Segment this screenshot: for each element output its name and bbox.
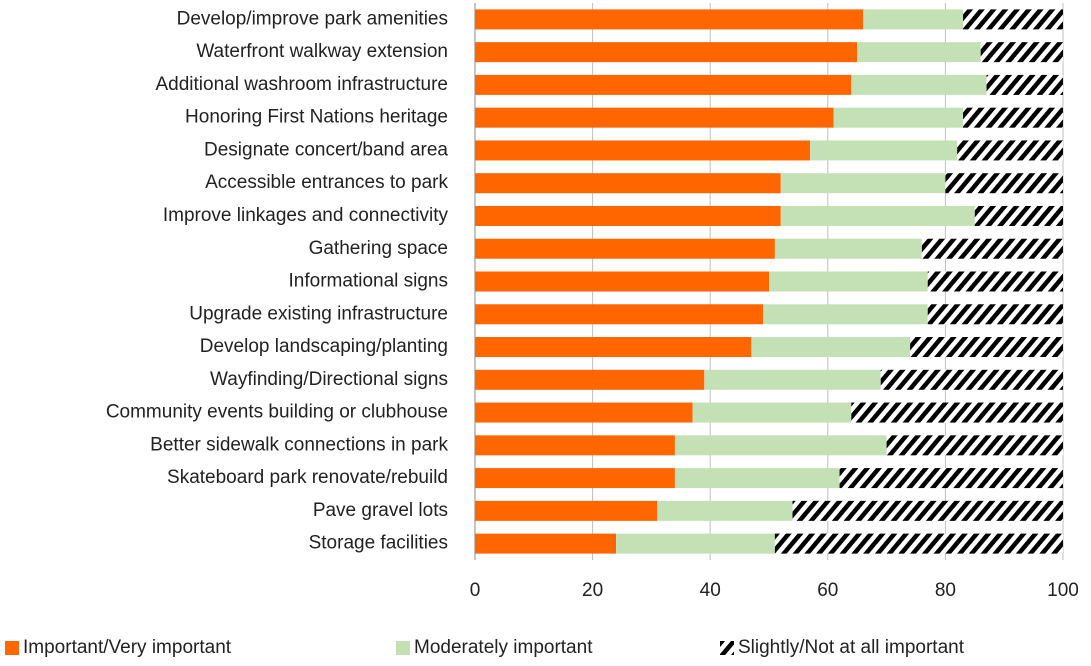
bar-segment: [851, 74, 987, 95]
bar-segment: [863, 9, 964, 30]
legend-swatch: [396, 641, 410, 655]
bar-segment: [704, 369, 881, 390]
bar-segment: [475, 173, 781, 194]
x-tick-label: 80: [935, 580, 956, 601]
bar-segment: [475, 271, 769, 292]
bar-segment: [974, 205, 1063, 226]
bar-segment: [475, 205, 781, 226]
bar-segment: [986, 74, 1063, 95]
bar-segment: [657, 500, 793, 521]
bar-segment: [475, 238, 775, 259]
bar-segment: [774, 533, 1063, 554]
legend-swatch: [5, 641, 19, 655]
bar-segment: [475, 42, 858, 63]
x-tick-label: 0: [470, 580, 481, 601]
y-tick-label: Honoring First Nations heritage: [185, 107, 448, 128]
bar-segment: [927, 304, 1063, 325]
bar-segment: [674, 435, 887, 456]
bar-segment: [980, 42, 1063, 63]
x-tick-label: 20: [582, 580, 603, 601]
x-tick-label: 40: [700, 580, 721, 601]
y-tick-label: Improve linkages and connectivity: [163, 205, 449, 226]
legend-label: Important/Very important: [23, 637, 232, 658]
bar-segment: [475, 107, 834, 128]
bar-segment: [910, 337, 1063, 358]
bar-segment: [780, 173, 946, 194]
bar-segment: [475, 435, 675, 456]
bar-segment: [963, 107, 1063, 128]
bar-segment: [957, 140, 1063, 161]
bar-segment: [839, 468, 1063, 489]
bar-segment: [475, 468, 675, 489]
y-tick-label: Accessible entrances to park: [205, 172, 448, 193]
bar-segment: [763, 304, 928, 325]
bar-segment: [674, 468, 840, 489]
bar-segment: [780, 205, 975, 226]
bar-segment: [927, 271, 1063, 292]
y-tick-label: Better sidewalk connections in park: [150, 434, 448, 455]
y-tick-label: Community events building or clubhouse: [106, 402, 448, 423]
bar-segment: [475, 369, 705, 390]
y-tick-label: Skateboard park renovate/rebuild: [167, 467, 448, 488]
y-tick-label: Upgrade existing infrastructure: [189, 303, 448, 324]
y-tick-label: Develop/improve park amenities: [177, 8, 448, 29]
x-tick-label: 60: [817, 580, 838, 601]
bar-segment: [774, 238, 922, 259]
legend-label: Slightly/Not at all important: [738, 637, 965, 658]
bar-segment: [792, 500, 1063, 521]
bar-segment: [833, 107, 964, 128]
y-tick-label: Designate concert/band area: [204, 139, 448, 160]
bar-segment: [475, 500, 658, 521]
bar-segment: [857, 42, 981, 63]
x-tick-label: 100: [1047, 580, 1079, 601]
bar-segment: [880, 369, 1063, 390]
bar-segment: [769, 271, 928, 292]
bar-segment: [475, 304, 764, 325]
bar-segment: [886, 435, 1063, 456]
y-tick-label: Waterfront walkway extension: [196, 41, 448, 62]
bar-segment: [475, 9, 864, 30]
bar-segment: [945, 173, 1063, 194]
y-tick-label: Storage facilities: [309, 533, 448, 554]
bar-segment: [810, 140, 958, 161]
bar-segment: [475, 337, 752, 358]
bar-segment: [475, 74, 852, 95]
bar-segment: [475, 402, 693, 423]
bar-segment: [963, 9, 1063, 30]
y-tick-label: Develop landscaping/planting: [200, 336, 448, 357]
bar-segment: [616, 533, 775, 554]
bar-segment: [751, 337, 911, 358]
y-tick-label: Informational signs: [289, 271, 448, 292]
legend-label: Moderately important: [414, 637, 593, 658]
bar-segment: [475, 533, 617, 554]
legend-swatch: [720, 641, 734, 655]
y-tick-label: Additional washroom infrastructure: [155, 74, 448, 95]
y-tick-label: Gathering space: [309, 238, 448, 259]
y-tick-label: Wayfinding/Directional signs: [210, 369, 448, 390]
y-tick-label: Pave gravel lots: [313, 500, 448, 521]
bar-segment: [851, 402, 1063, 423]
bar-segment: [921, 238, 1063, 259]
bar-segment: [475, 140, 811, 161]
bar-segment: [692, 402, 852, 423]
